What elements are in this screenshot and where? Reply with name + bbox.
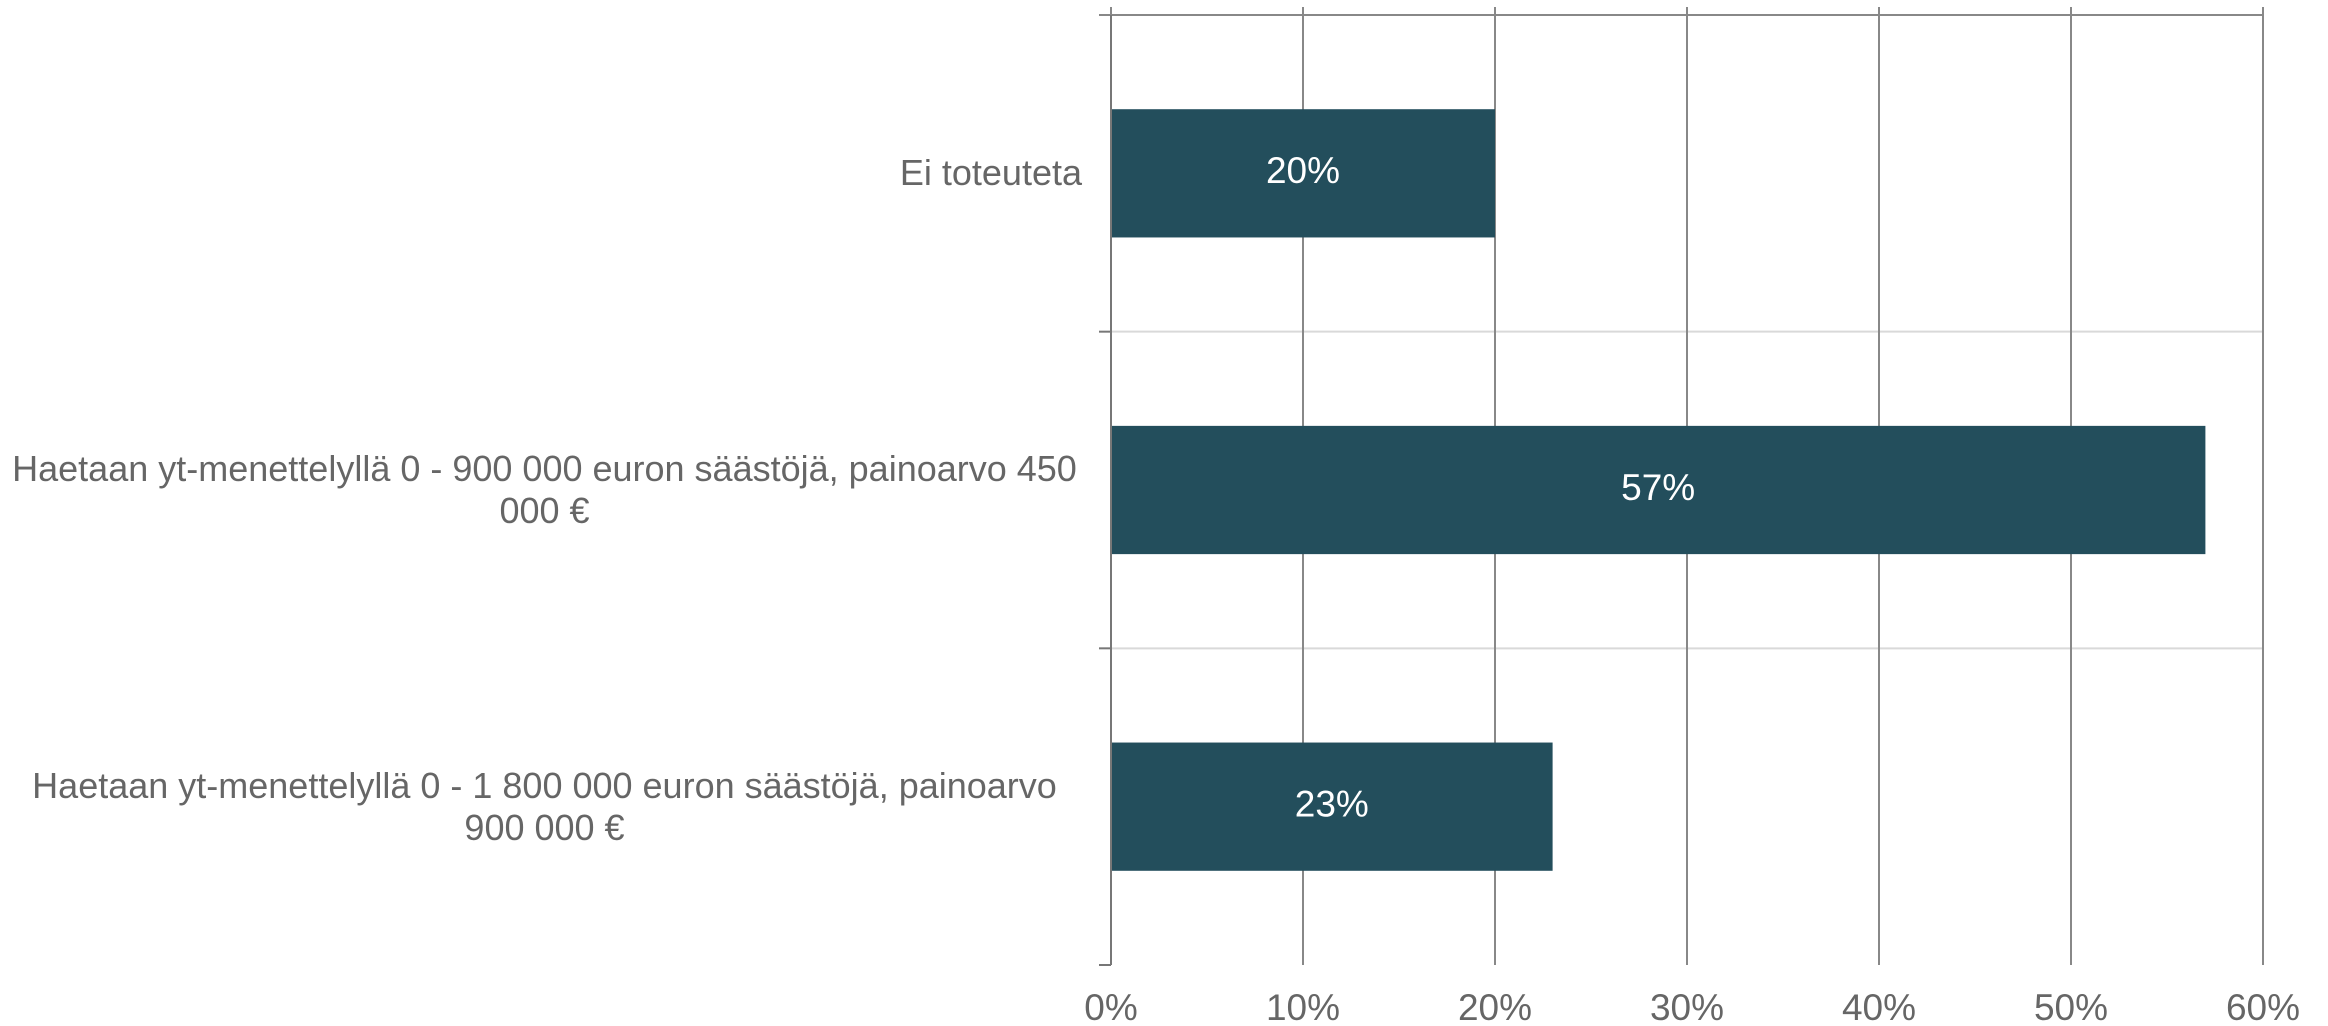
data-label: 20% <box>1266 150 1340 191</box>
x-tick-label: 0% <box>1084 987 1137 1026</box>
x-tick-label: 50% <box>2034 987 2108 1026</box>
bar <box>1111 109 1495 238</box>
x-tick-label: 60% <box>2226 987 2300 1026</box>
x-tick-label: 20% <box>1458 987 1532 1026</box>
x-tick-label: 30% <box>1650 987 1724 1026</box>
bar <box>1111 425 2206 555</box>
category-label-box: Haetaan yt-menettelyllä 0 - 1 800 000 eu… <box>0 747 1082 867</box>
y-tick-label: Ei toteuteta <box>899 152 1082 194</box>
category-label-box: Ei toteuteta <box>0 113 1082 233</box>
data-label: 57% <box>1621 467 1695 508</box>
x-tick-label: 10% <box>1266 987 1340 1026</box>
x-tick-label: 40% <box>1842 987 1916 1026</box>
data-label: 23% <box>1295 783 1369 824</box>
category-label-box: Haetaan yt-menettelyllä 0 - 900 000 euro… <box>0 430 1082 550</box>
y-tick-label: Haetaan yt-menettelyllä 0 - 1 800 000 eu… <box>32 764 1057 848</box>
bar <box>1111 742 1553 871</box>
y-tick-label: Haetaan yt-menettelyllä 0 - 900 000 euro… <box>12 448 1077 531</box>
